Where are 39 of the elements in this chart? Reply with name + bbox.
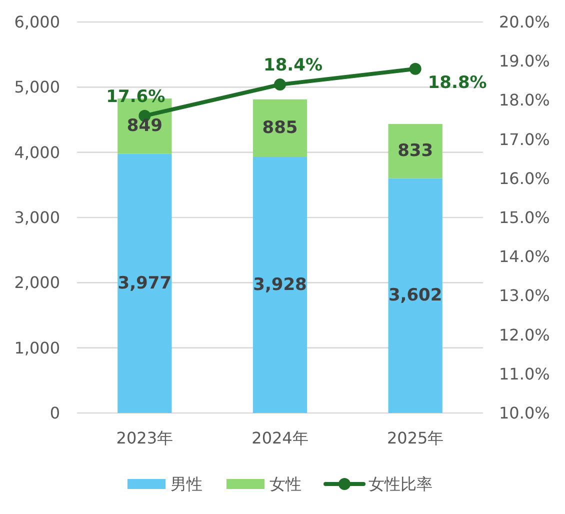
bar xyxy=(252,157,308,413)
y2-tick-label: 14.0% xyxy=(499,247,550,266)
x-tick-label: 2023年 xyxy=(116,428,174,448)
y2-tick-label: 12.0% xyxy=(499,325,550,344)
data-label: 3,928 xyxy=(253,275,307,296)
y2-tick-label: 15.0% xyxy=(499,208,550,227)
y2-tick-label: 19.0% xyxy=(499,52,550,71)
y-tick-label: 0 xyxy=(50,404,60,422)
y2-tick-label: 20.0% xyxy=(499,12,550,32)
y2-tick-label: 16.0% xyxy=(499,168,550,188)
y-tick-label: 1,000 xyxy=(14,338,60,358)
y-tick-label: 5,000 xyxy=(14,78,60,97)
data-label: 833 xyxy=(398,141,434,162)
data-label: 18.8% xyxy=(428,72,487,93)
point xyxy=(409,62,422,75)
bar xyxy=(388,178,442,413)
y-tick-label: 6,000 xyxy=(14,12,60,32)
bar xyxy=(118,154,172,413)
bar xyxy=(252,99,308,158)
y2-tick-label: 17.0% xyxy=(499,130,550,149)
data-label: 3,602 xyxy=(388,286,442,306)
y2-tick-label: 11.0% xyxy=(499,364,550,384)
legend-label: 男性 xyxy=(170,474,202,494)
legend-label: 女性比率 xyxy=(368,474,432,494)
x-tick-label: 2024年 xyxy=(252,428,308,448)
bar xyxy=(388,124,442,178)
y-tick-label: 4,000 xyxy=(14,142,60,162)
point xyxy=(274,78,286,91)
data-label: 3,977 xyxy=(118,273,172,294)
data-label: 18.4% xyxy=(264,56,322,76)
y2-tick-label: 10.0% xyxy=(499,404,550,422)
y-tick-label: 3,000 xyxy=(14,208,60,227)
y-tick-label: 2,000 xyxy=(14,273,60,292)
data-label: 849 xyxy=(126,116,162,136)
x-tick-label: 2025年 xyxy=(386,428,444,448)
data-label: 885 xyxy=(262,118,298,138)
y2-tick-label: 13.0% xyxy=(499,286,550,306)
legend-label: 女性 xyxy=(270,474,302,494)
y2-tick-label: 18.0% xyxy=(499,90,550,110)
